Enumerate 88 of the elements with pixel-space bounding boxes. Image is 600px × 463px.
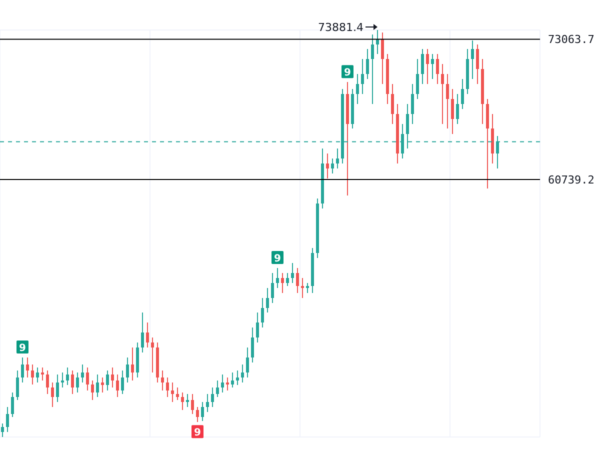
candlestick (306, 282, 309, 294)
candlestick (441, 64, 444, 124)
annotation: 9 (194, 428, 202, 439)
candlestick (131, 346, 134, 381)
candlestick (226, 376, 229, 391)
candlestick (331, 158, 334, 174)
candlestick (416, 58, 419, 100)
y-tick-label: 73063.7 (548, 33, 594, 46)
candlestick (21, 356, 24, 383)
candlestick (76, 372, 79, 393)
candlestick (456, 94, 459, 124)
candlestick (196, 406, 199, 423)
candlestick (1, 422, 4, 437)
annotation: 9 (274, 253, 282, 264)
candlestick (71, 370, 74, 395)
candlestick (146, 322, 149, 348)
candlestick (336, 148, 339, 170)
candlestick (181, 392, 184, 411)
candlestick (436, 54, 439, 85)
candlestick (296, 267, 299, 294)
candlestick (116, 374, 119, 398)
candlestick (391, 84, 394, 124)
candlestick (266, 287, 269, 314)
candlestick (126, 356, 129, 383)
candlestick (446, 74, 449, 130)
candlestick (66, 366, 69, 386)
y-tick-label: 60739.2 (548, 173, 594, 186)
candlestick (161, 370, 164, 391)
candlestick (41, 366, 44, 381)
candlestick (471, 40, 474, 80)
candlestick (241, 364, 244, 383)
candlestick (476, 44, 479, 85)
candlestick (96, 374, 99, 398)
candlestick (236, 370, 239, 386)
candlestick (431, 54, 434, 80)
candlestick (201, 402, 204, 422)
candlestick (461, 78, 464, 110)
candlestick (366, 48, 369, 80)
candlestick (426, 48, 429, 85)
candlestick (356, 74, 359, 104)
candlestick (61, 372, 64, 388)
candlestick (276, 267, 279, 288)
candlestick (121, 370, 124, 395)
candlestick (86, 366, 89, 391)
candlestick (91, 380, 94, 401)
candlestick (111, 366, 114, 388)
candlestick (261, 297, 264, 328)
candlestick (151, 337, 154, 373)
candlestick (271, 272, 274, 304)
candlestick (301, 277, 304, 298)
candlestick (16, 370, 19, 401)
candlestick (106, 370, 109, 391)
candlestick (26, 356, 29, 378)
annotation: 9 (19, 342, 26, 354)
candlestick (286, 272, 289, 286)
candlestick (361, 58, 364, 95)
candlestick (221, 374, 224, 393)
candlestick (11, 392, 14, 418)
candlestick (326, 153, 329, 179)
candlestick (451, 88, 454, 134)
candlestick (191, 394, 194, 415)
candlestick (376, 30, 379, 55)
candlestick (291, 262, 294, 284)
candlestick (6, 406, 9, 432)
candlestick (251, 327, 254, 363)
candlestick (51, 382, 54, 408)
candlestick (46, 370, 49, 395)
candlestick (81, 364, 84, 383)
candlestick (141, 312, 144, 353)
candlestick (56, 374, 59, 403)
candlestick (411, 84, 414, 124)
candlestick (216, 380, 219, 398)
candlestick (421, 48, 424, 85)
candlestick (166, 376, 169, 398)
candlestick (246, 346, 249, 378)
candlestick (36, 366, 39, 383)
annotation: 73881.4 (318, 21, 364, 34)
candlestick (256, 312, 259, 344)
candlestick (371, 34, 374, 104)
candlestick (176, 386, 179, 401)
candlestick (206, 394, 209, 413)
candlestick (211, 386, 214, 408)
candlestick (186, 394, 189, 408)
candlestick (31, 364, 34, 385)
candlestick (381, 32, 384, 85)
annotation: 9 (344, 68, 352, 79)
candlestick (281, 272, 284, 294)
candlestick (231, 372, 234, 388)
